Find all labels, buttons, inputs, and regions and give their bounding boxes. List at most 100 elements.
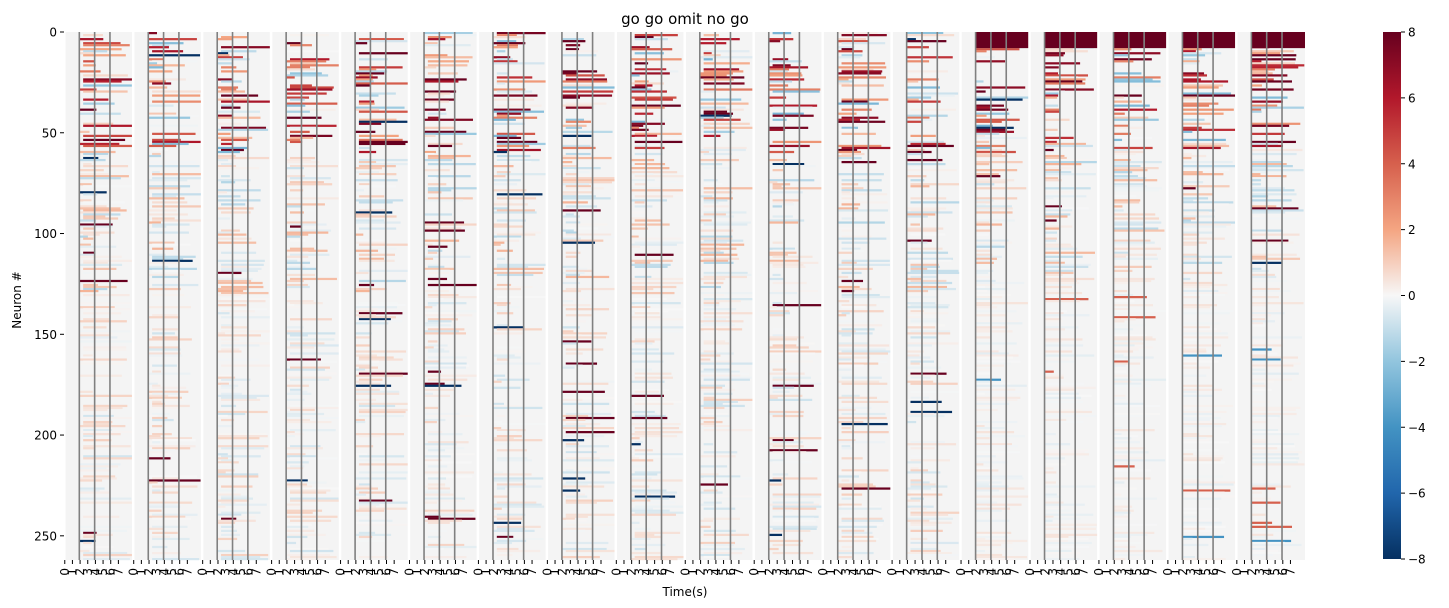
heatmap-cell [1113, 364, 1126, 367]
heatmap-cell [1113, 58, 1152, 61]
heatmap-cell [772, 376, 812, 379]
heatmap-cell [286, 467, 304, 470]
heatmap-cell [289, 130, 310, 133]
heatmap-cell [565, 78, 607, 81]
heatmap-cell [630, 287, 654, 291]
heatmap-cell [906, 356, 931, 359]
heatmap-cell [79, 158, 106, 162]
heatmap-cell [699, 277, 726, 281]
heatmap-cell [1044, 493, 1057, 496]
heatmap-cell [1251, 60, 1262, 63]
heatmap-cell [768, 126, 809, 129]
heatmap-cell [148, 32, 157, 35]
heatmap-cell [1044, 338, 1083, 341]
heatmap-cell [424, 443, 457, 446]
heatmap-cell [699, 150, 709, 154]
heatmap-cell [1113, 441, 1141, 444]
heatmap-cell [1113, 493, 1122, 496]
heatmap-cell [1251, 431, 1284, 434]
heatmap-cell [424, 221, 465, 224]
heatmap-cell [1044, 517, 1081, 520]
heatmap-cell [1113, 370, 1127, 373]
heatmap-cell [1251, 445, 1295, 448]
heatmap-cell [1251, 513, 1266, 516]
heatmap-cell [1113, 348, 1139, 351]
heatmap-cell [1251, 553, 1273, 557]
heatmap-cell [772, 205, 783, 208]
heatmap-cell [703, 223, 748, 226]
heatmap-cell [841, 189, 882, 192]
heatmap-cell [424, 199, 464, 202]
heatmap-cell [561, 426, 615, 430]
heatmap-cell [703, 424, 731, 428]
heatmap-cell [837, 416, 887, 420]
heatmap-cell [768, 503, 820, 506]
heatmap-cell [768, 165, 816, 168]
heatmap-cell [975, 531, 1012, 535]
heatmap-cell [496, 501, 537, 504]
heatmap-cell [1182, 116, 1209, 119]
heatmap-cell [634, 501, 676, 504]
heatmap-cell [424, 545, 477, 549]
heatmap-cell [355, 249, 379, 252]
heatmap-cell [634, 338, 662, 341]
heatmap-cell [1044, 541, 1092, 545]
heatmap-cell [286, 306, 302, 309]
heatmap-cell [565, 443, 579, 446]
heatmap-cell [286, 205, 302, 208]
heatmap-cell [221, 511, 261, 514]
heatmap-cell [83, 285, 117, 289]
heatmap-cell [630, 128, 649, 131]
heatmap-cell [1044, 298, 1089, 301]
heatmap-cell [427, 283, 478, 287]
heatmap-cell [772, 473, 789, 476]
heatmap-cell [1113, 60, 1134, 63]
heatmap-cell [424, 152, 435, 156]
heatmap-cell [1251, 406, 1301, 410]
heatmap-cell [975, 90, 986, 93]
heatmap-cell [424, 169, 450, 172]
heatmap-cell [1182, 382, 1200, 385]
heatmap-cell [561, 300, 574, 303]
heatmap-cell [358, 358, 403, 361]
heatmap-cell [634, 402, 674, 406]
x-tick-label: 3 [425, 568, 439, 576]
heatmap-cell [286, 273, 316, 277]
heatmap-cell [1044, 366, 1054, 369]
heatmap-cell [289, 140, 303, 144]
heatmap-cell [1044, 463, 1067, 466]
heatmap-cell [1182, 521, 1222, 524]
heatmap-cell [1251, 380, 1274, 383]
heatmap-cell [289, 404, 340, 408]
heatmap-cell [975, 553, 1003, 557]
heatmap-cell [1251, 372, 1299, 375]
heatmap-cell [975, 221, 990, 224]
heatmap-cell [289, 487, 340, 490]
heatmap-cell [427, 142, 463, 146]
heatmap-cell [1182, 362, 1197, 365]
heatmap-cell [79, 108, 97, 111]
heatmap-cell [221, 455, 261, 458]
heatmap-cell [772, 177, 782, 180]
heatmap-cell [1182, 173, 1224, 176]
heatmap-cell [496, 154, 531, 158]
heatmap-cell [83, 545, 114, 549]
heatmap-cell [427, 72, 458, 75]
heatmap-cell [83, 348, 127, 351]
heatmap-cell [217, 122, 242, 125]
heatmap-cell [424, 42, 438, 45]
heatmap-cell [703, 134, 721, 137]
heatmap-cell [358, 201, 393, 204]
heatmap-cell [221, 316, 271, 319]
heatmap-cell [630, 106, 665, 109]
heatmap-cell [289, 229, 332, 232]
heatmap-cell [975, 380, 990, 383]
heatmap-cell [1182, 433, 1200, 436]
heatmap-cell [910, 197, 947, 200]
heatmap-cell [148, 58, 164, 61]
heatmap-cell [634, 370, 672, 373]
heatmap-cell [975, 211, 1013, 214]
heatmap-cell [1251, 289, 1291, 293]
heatmap-cell [424, 360, 440, 363]
heatmap-cell [772, 495, 821, 498]
